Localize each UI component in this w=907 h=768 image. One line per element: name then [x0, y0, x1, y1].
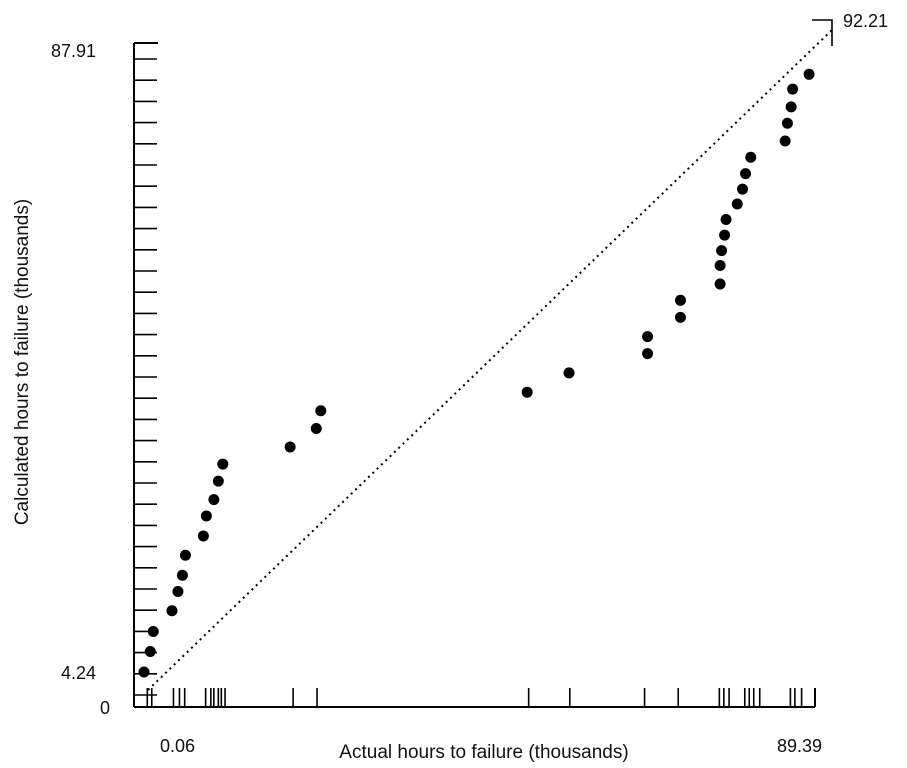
data-point [781, 117, 793, 129]
data-point [176, 569, 188, 581]
data-point [716, 245, 728, 257]
data-point [737, 183, 749, 195]
data-point [179, 549, 191, 561]
data-point [212, 475, 224, 487]
data-point [719, 229, 731, 241]
data-point [217, 458, 229, 470]
data-point [172, 586, 184, 598]
data-point [138, 666, 150, 678]
data-point [563, 367, 575, 379]
reference-end-bracket [812, 19, 833, 46]
data-point [200, 510, 212, 522]
y-axis-title: Calculated hours to failure (thousands) [12, 199, 33, 525]
data-points [138, 68, 815, 678]
y-equals-x-line [147, 29, 833, 691]
data-point [745, 151, 757, 163]
data-point [720, 214, 732, 226]
axes [133, 19, 833, 708]
y-tick-label-bottom: 4.24 [61, 663, 96, 683]
data-point [284, 441, 296, 453]
data-point [208, 494, 220, 506]
y-tick-label-top: 87.91 [51, 41, 96, 61]
data-point [642, 331, 654, 343]
y-origin-label: 0 [100, 698, 110, 718]
x-rug-ticks [146, 688, 803, 707]
data-point [674, 294, 686, 306]
x-tick-label-right: 89.39 [777, 736, 822, 756]
data-point [714, 259, 726, 271]
axis-labels: 87.91 4.24 0 0.06 89.39 92.21 Actual hou… [12, 11, 888, 763]
reference-line [147, 29, 833, 691]
data-point [147, 626, 159, 638]
data-point [521, 386, 533, 398]
data-point [779, 135, 791, 147]
data-point [674, 311, 686, 323]
data-point [787, 83, 799, 95]
data-point [315, 405, 327, 417]
data-point [166, 605, 178, 617]
data-point [803, 68, 815, 80]
data-point [310, 423, 322, 435]
data-point [731, 198, 743, 210]
data-point [785, 101, 797, 113]
reference-line-end-label: 92.21 [843, 11, 888, 31]
data-point [642, 348, 654, 360]
data-point [714, 278, 726, 290]
x-axis-title: Actual hours to failure (thousands) [339, 742, 628, 763]
data-point [197, 530, 209, 542]
data-point [144, 646, 156, 658]
x-tick-label-left: 0.06 [160, 736, 195, 756]
data-point [740, 168, 752, 180]
